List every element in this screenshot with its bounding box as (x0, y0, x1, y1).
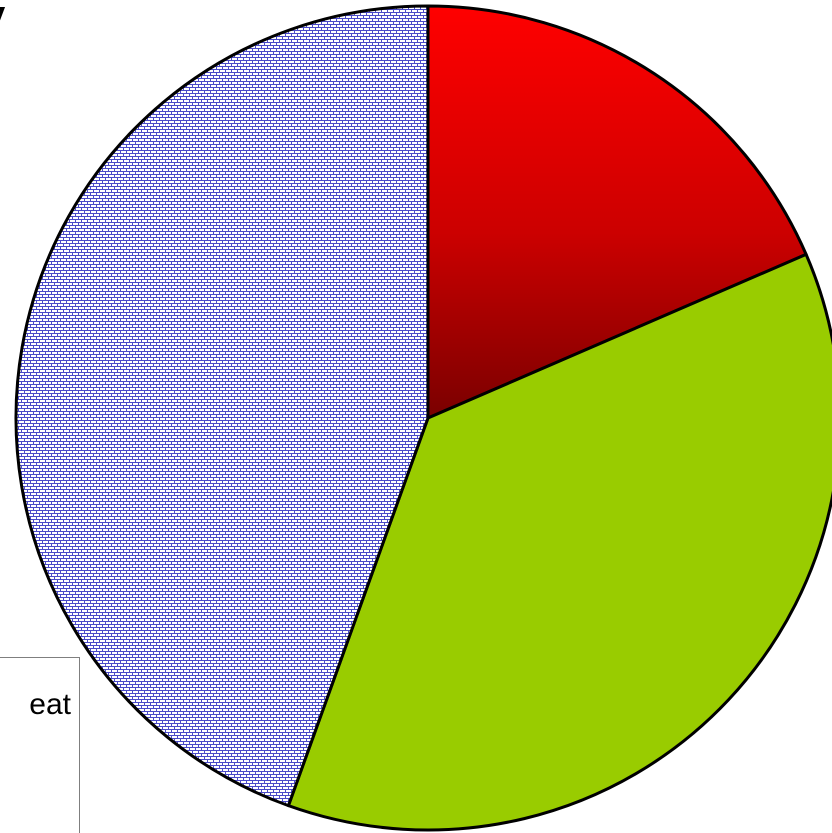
pie-slice-1 (426, 4, 808, 420)
pie-slice-2 (286, 252, 832, 832)
chart-title: ergy (0, 0, 5, 37)
pie-slice-3 (14, 4, 430, 808)
legend-entry-label: eat (29, 688, 71, 721)
legend: eat (0, 657, 80, 833)
